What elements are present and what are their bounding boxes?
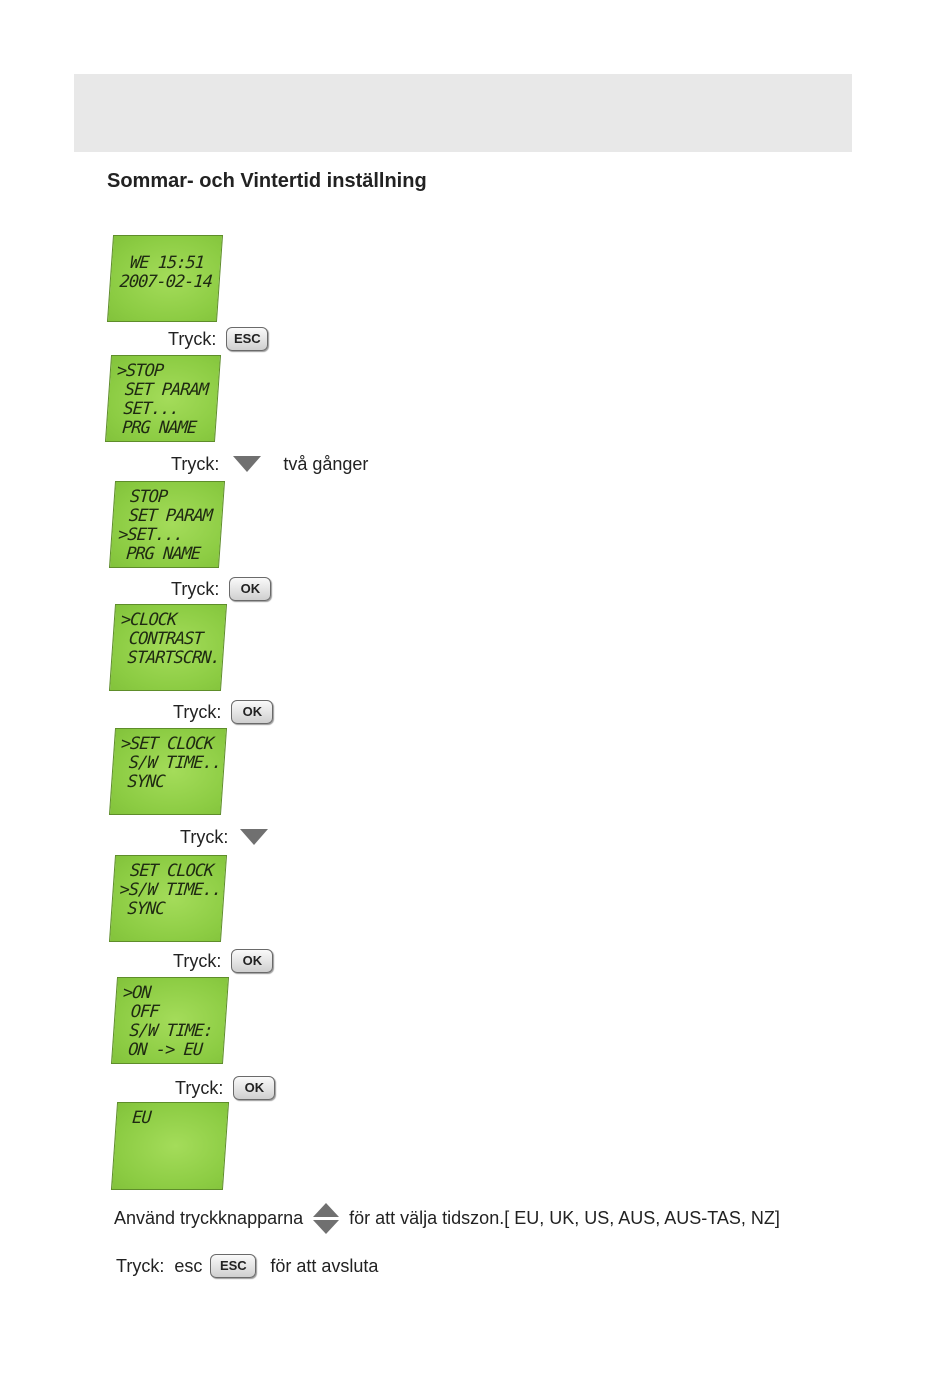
- step-6: Tryck: OK: [173, 947, 274, 975]
- footer-line-timezone: Använd tryckknapparna för att välja tids…: [114, 1197, 780, 1239]
- step-2: Tryck: två gånger: [171, 450, 368, 478]
- footer-line-exit: Tryck: esc ESC för att avsluta: [116, 1252, 378, 1280]
- lcd-line: SET CLOCK: [120, 861, 214, 881]
- step-label: Tryck:: [180, 826, 229, 847]
- footer-text-before: Använd tryckknapparna: [114, 1207, 304, 1228]
- page-title: Sommar- och Vintertid inställning: [107, 170, 427, 192]
- header-band: [74, 74, 852, 152]
- lcd-line: EU: [122, 1108, 152, 1128]
- step-label: Tryck:: [168, 328, 217, 349]
- lcd-line: >SET CLOCK: [120, 734, 214, 754]
- lcd-line: SET PARAM: [118, 506, 213, 526]
- lcd-line: SYNC: [117, 899, 166, 919]
- lcd-line: 2007-02-14: [118, 272, 213, 292]
- lcd-screen-7: >ON OFF S/W TIME: ON -> EU: [110, 977, 230, 1064]
- down-arrow-icon[interactable]: [233, 456, 262, 472]
- step-label: Tryck:: [175, 1077, 224, 1098]
- esc-key[interactable]: ESC: [226, 327, 269, 351]
- lcd-screen-5: >SET CLOCK S/W TIME.. SYNC: [108, 728, 228, 815]
- lcd-line: PRG NAME: [112, 418, 197, 438]
- lcd-screen-4: >CLOCK CONTRAST STARTSCRN.: [108, 604, 228, 691]
- lcd-line: >STOP: [116, 361, 164, 381]
- ok-key[interactable]: OK: [231, 700, 274, 724]
- down-arrow-icon[interactable]: [313, 1219, 340, 1234]
- lcd-line: S/W TIME:: [119, 1021, 214, 1041]
- lcd-line: PRG NAME: [116, 544, 201, 564]
- lcd-line: S/W TIME..: [118, 753, 222, 773]
- step-label: Tryck:: [173, 701, 222, 722]
- lcd-line: SET PARAM: [114, 380, 209, 400]
- down-arrow-icon[interactable]: [240, 829, 269, 845]
- step-label: Tryck:: [173, 950, 222, 971]
- lcd-screen-2: >STOP SET PARAM SET... PRG NAME: [104, 355, 222, 442]
- lcd-line: CONTRAST: [118, 629, 204, 649]
- step-5: Tryck:: [180, 823, 269, 851]
- lcd-line: >SET...: [117, 525, 184, 545]
- footer-exit-label: Tryck: esc: [116, 1255, 203, 1276]
- step-note: två gånger: [283, 453, 369, 474]
- lcd-line: SYNC: [117, 772, 166, 792]
- step-1: Tryck: ESC: [168, 325, 269, 353]
- ok-key[interactable]: OK: [229, 577, 272, 601]
- footer-exit-text: för att avsluta: [270, 1255, 379, 1276]
- lcd-line: >CLOCK: [120, 610, 178, 630]
- lcd-line: STOP: [120, 487, 168, 507]
- up-down-buttons: [313, 1202, 340, 1234]
- step-4: Tryck: OK: [173, 698, 274, 726]
- lcd-screen-8: EU: [110, 1102, 230, 1190]
- step-3: Tryck: OK: [171, 575, 272, 603]
- lcd-line: STARTSCRN.: [117, 648, 221, 668]
- lcd-screen-1: WE 15:51 2007-02-14: [106, 235, 224, 322]
- lcd-screen-3: STOP SET PARAM >SET... PRG NAME: [108, 481, 226, 568]
- ok-key[interactable]: OK: [231, 949, 274, 973]
- step-label: Tryck:: [171, 578, 220, 599]
- lcd-line: OFF: [120, 1002, 160, 1022]
- lcd-line: SET...: [113, 399, 180, 419]
- up-arrow-icon[interactable]: [313, 1202, 340, 1217]
- esc-key[interactable]: ESC: [210, 1254, 257, 1278]
- lcd-line: WE 15:51: [129, 253, 205, 273]
- lcd-screen-6: SET CLOCK >S/W TIME.. SYNC: [108, 855, 228, 942]
- step-label: Tryck:: [171, 453, 220, 474]
- lcd-line: ON -> EU: [118, 1040, 203, 1060]
- footer-text-after: för att välja tidszon.[ EU, UK, US, AUS,…: [349, 1207, 780, 1228]
- lcd-line: >ON: [122, 983, 152, 1003]
- lcd-line: >S/W TIME..: [118, 880, 222, 900]
- step-7: Tryck: OK: [175, 1074, 276, 1102]
- ok-key[interactable]: OK: [233, 1076, 276, 1100]
